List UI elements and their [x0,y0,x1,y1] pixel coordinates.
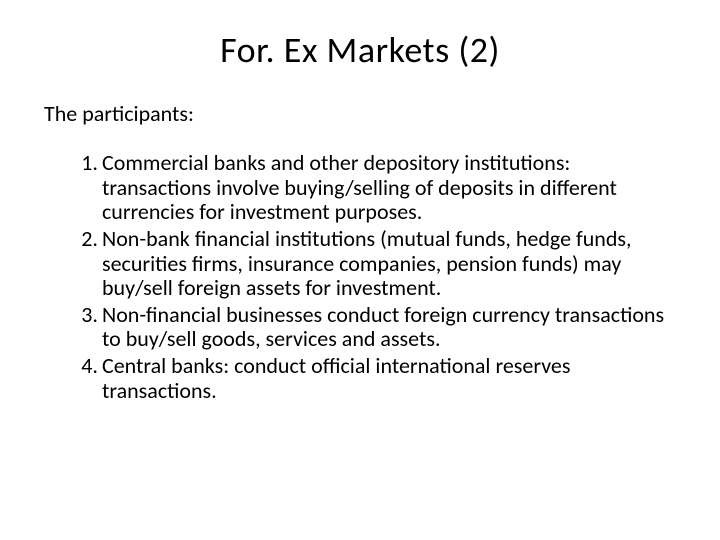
participants-list: 1. Commercial banks and other depository… [40,151,680,403]
list-text: Non-bank financial institutions (mutual … [102,227,680,301]
list-number: 3. [72,303,98,328]
list-number: 4. [72,354,98,379]
list-number: 1. [72,151,98,176]
slide: For. Ex Markets (2) The participants: 1.… [0,0,720,540]
list-item: 2. Non-bank financial institutions (mutu… [72,227,680,301]
list-number: 2. [72,227,98,252]
list-item: 1. Commercial banks and other depository… [72,151,680,225]
list-item: 4. Central banks: conduct official inter… [72,354,680,403]
list-text: Central banks: conduct official internat… [102,354,680,403]
slide-subtitle: The participants: [40,100,680,127]
slide-title: For. Ex Markets (2) [40,28,680,72]
list-text: Non-financial businesses conduct foreign… [102,303,680,352]
list-text: Commercial banks and other depository in… [102,151,680,225]
list-item: 3. Non-financial businesses conduct fore… [72,303,680,352]
